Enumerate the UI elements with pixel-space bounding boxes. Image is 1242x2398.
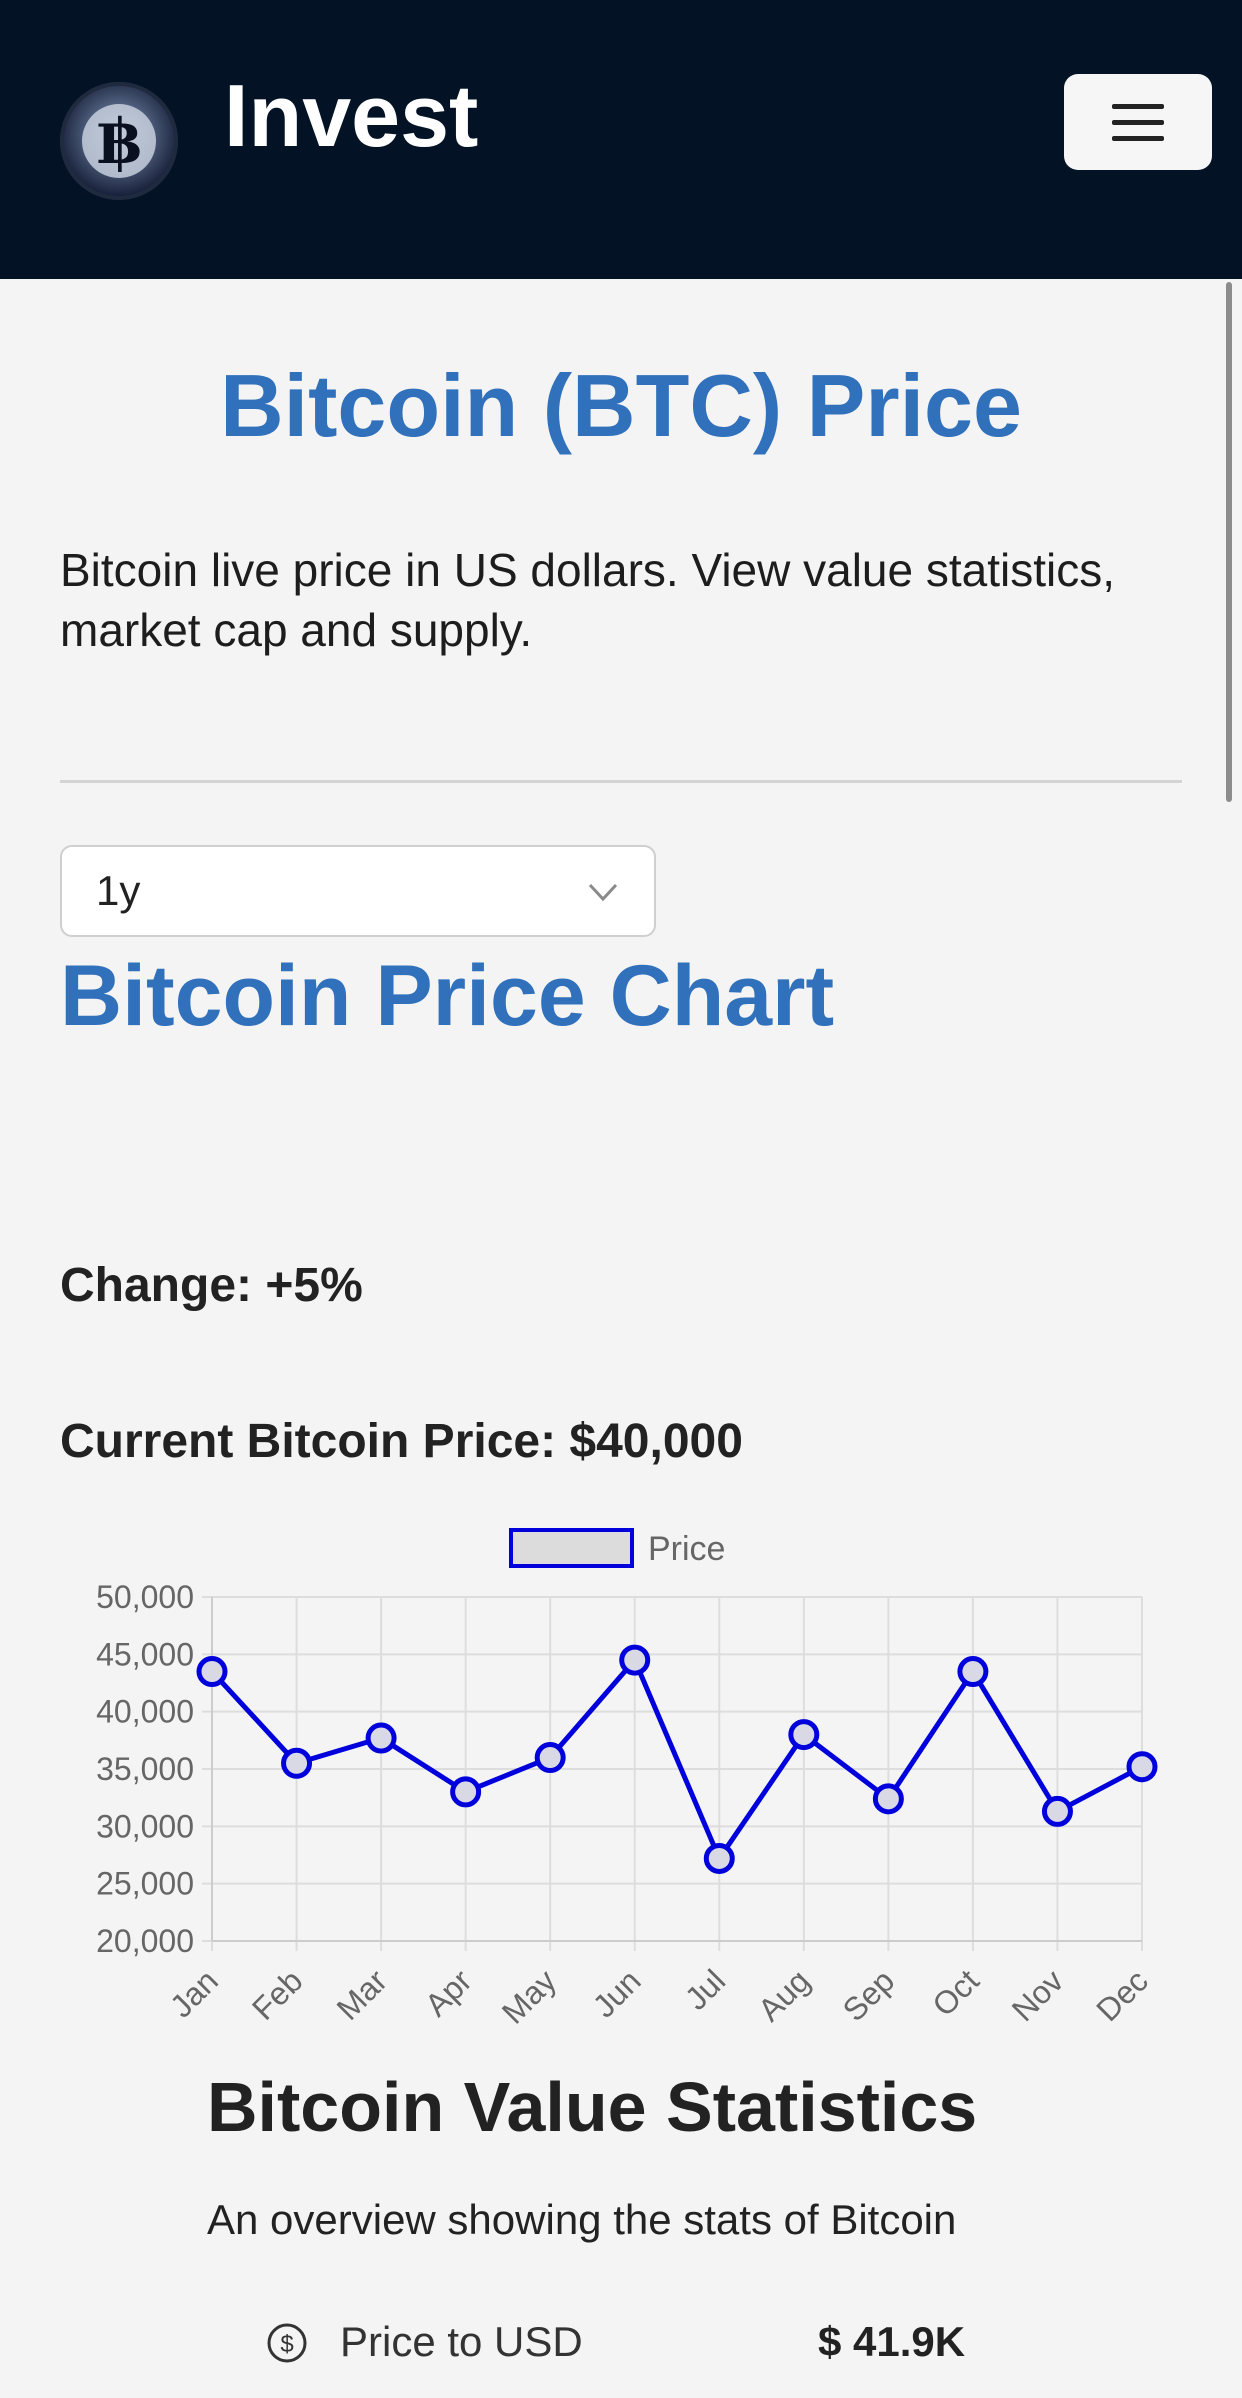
data-point[interactable] — [196, 1656, 228, 1688]
scrollbar[interactable] — [1226, 282, 1232, 802]
x-tick-label: Oct — [925, 1962, 986, 2023]
svg-text:$: $ — [280, 2331, 293, 2358]
app-header: ฿ Invest — [0, 0, 1242, 279]
chart-legend[interactable]: Price — [509, 1528, 725, 1568]
x-tick-label: Aug — [751, 1962, 817, 2028]
stat-value-price-usd: $ 41.9K — [818, 2318, 966, 2365]
data-point[interactable] — [1126, 1751, 1158, 1783]
y-tick-label: 35,000 — [96, 1751, 194, 1787]
y-tick-label: 20,000 — [96, 1923, 194, 1959]
x-tick-label: Dec — [1089, 1962, 1155, 2028]
x-tick-label: Jul — [678, 1962, 732, 2016]
data-point[interactable] — [872, 1783, 904, 1815]
legend-swatch — [509, 1528, 634, 1568]
x-tick-label: Nov — [1005, 1962, 1071, 2028]
x-tick-label: Feb — [245, 1962, 309, 2026]
data-point[interactable] — [534, 1742, 566, 1774]
intro-text: Bitcoin live price in US dollars. View v… — [60, 544, 1116, 656]
divider — [60, 780, 1182, 783]
stat-label-price-usd: Price to USD — [340, 2318, 583, 2365]
data-point[interactable] — [619, 1644, 651, 1676]
x-tick-label: Jun — [586, 1962, 648, 2024]
x-tick-label: Mar — [330, 1962, 395, 2027]
logo-glyph: ฿ — [97, 104, 141, 178]
y-tick-label: 50,000 — [96, 1579, 194, 1615]
stats-subtitle: An overview showing the stats of Bitcoin — [207, 2196, 957, 2243]
data-point[interactable] — [1041, 1795, 1073, 1827]
data-point[interactable] — [281, 1747, 313, 1779]
price-line-chart: Price 20,000 25,000 30,000 35,000 40,000 45,0… — [96, 1528, 1158, 2031]
y-tick-label: 30,000 — [96, 1808, 194, 1844]
series-line-price — [210, 1657, 1144, 1861]
hamburger-menu-icon — [1112, 136, 1164, 141]
y-tick-label: 40,000 — [96, 1694, 194, 1730]
data-point[interactable] — [450, 1776, 482, 1808]
chart-heading: Bitcoin Price Chart — [60, 948, 835, 1044]
x-tick-label: Sep — [836, 1962, 902, 2028]
current-price: Current Bitcoin Price: $40,000 — [60, 1415, 743, 1468]
legend-label: Price — [648, 1530, 725, 1568]
stats-title: Bitcoin Value Statistics — [207, 2068, 978, 2146]
time-range-select[interactable]: 1y — [60, 845, 656, 937]
y-tick-label: 25,000 — [96, 1866, 194, 1902]
logo-ring — [82, 104, 156, 178]
chevron-down-icon — [588, 883, 618, 902]
data-point[interactable] — [788, 1719, 820, 1751]
x-tick-label: May — [495, 1962, 563, 2030]
dollar-circle-icon: $ — [267, 2323, 307, 2363]
x-tick-label: Jan — [163, 1962, 225, 2024]
page-title: Bitcoin (BTC) Price — [220, 356, 1022, 455]
data-point[interactable] — [365, 1722, 397, 1754]
x-tick-label: Apr — [418, 1962, 479, 2023]
y-tick-label: 45,000 — [96, 1636, 194, 1672]
hamburger-menu-button[interactable] — [1064, 74, 1212, 170]
bitcoin-logo-icon[interactable]: ฿ — [60, 82, 178, 200]
time-range-value: 1y — [96, 867, 141, 914]
price-change: Change: +5% — [60, 1259, 363, 1312]
data-point[interactable] — [703, 1842, 735, 1874]
hamburger-menu-icon — [1112, 104, 1164, 109]
hamburger-menu-icon — [1112, 120, 1164, 125]
data-point[interactable] — [957, 1656, 989, 1688]
brand-name[interactable]: Invest — [224, 66, 479, 165]
